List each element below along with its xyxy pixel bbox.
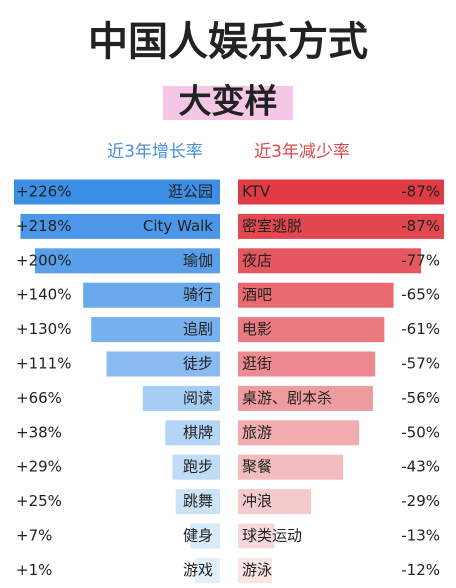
category-label: 桌游、剧本杀 (242, 389, 332, 407)
bar (20, 213, 220, 239)
bar (106, 351, 220, 377)
value-label: -13% (401, 527, 440, 545)
category-label: 逛公园 (168, 183, 213, 201)
value-label: -43% (401, 458, 440, 476)
category-label: 电影 (242, 320, 272, 338)
value-label: -65% (401, 286, 440, 304)
category-label: 密室逃脱 (242, 217, 302, 235)
bar (238, 282, 394, 308)
category-label: 聚餐 (242, 458, 272, 476)
panel-title: 近3年增长率 (107, 142, 203, 162)
page-title: 中国人娱乐方式 (88, 19, 368, 65)
category-label: 跳舞 (183, 492, 213, 510)
bar (238, 420, 360, 446)
category-label: City Walk (143, 217, 213, 235)
category-label: 游戏 (183, 561, 213, 579)
category-label: 追剧 (183, 320, 213, 338)
bar (172, 454, 220, 480)
bar (14, 179, 220, 205)
page-subtitle: 大变样 (179, 82, 278, 121)
category-label: 徒步 (183, 355, 213, 373)
bar (175, 489, 220, 515)
value-label: -87% (401, 217, 440, 235)
bar (91, 317, 220, 343)
bar (195, 557, 220, 583)
bar (238, 454, 344, 480)
highlight (163, 86, 293, 120)
category-label: 球类运动 (242, 527, 302, 545)
value-label: +130% (16, 320, 71, 338)
category-label: 逛街 (242, 355, 272, 373)
value-label: +66% (16, 389, 62, 407)
category-label: 酒吧 (242, 286, 272, 304)
bar (34, 248, 220, 274)
bar (142, 385, 220, 411)
category-label: 游泳 (242, 561, 272, 579)
category-label: 瑜伽 (183, 251, 213, 269)
bar (238, 385, 373, 411)
bar (238, 557, 272, 583)
value-label: +218% (16, 217, 71, 235)
category-label: 健身 (183, 527, 213, 545)
value-label: +1% (16, 561, 52, 579)
value-label: +38% (16, 423, 62, 441)
value-label: +226% (16, 183, 71, 201)
value-label: -12% (401, 561, 440, 579)
category-label: 旅游 (242, 423, 272, 441)
panel-title: 近3年减少率 (254, 142, 350, 162)
bar (190, 523, 220, 549)
value-label: -50% (401, 423, 440, 441)
category-label: 冲浪 (242, 492, 272, 510)
value-label: +7% (16, 527, 52, 545)
bar (165, 420, 220, 446)
category-label: KTV (242, 183, 271, 201)
category-label: 跑步 (183, 458, 213, 476)
bar (238, 489, 311, 515)
bar (83, 282, 220, 308)
bar (238, 213, 444, 239)
bar (238, 317, 385, 343)
value-label: +200% (16, 251, 71, 269)
value-label: +140% (16, 286, 71, 304)
value-label: -77% (401, 251, 440, 269)
value-label: -56% (401, 389, 440, 407)
value-label: +111% (16, 355, 71, 373)
value-label: -61% (401, 320, 440, 338)
bar (238, 351, 376, 377)
value-label: -57% (401, 355, 440, 373)
value-label: -29% (401, 492, 440, 510)
bar (238, 179, 444, 205)
category-label: 阅读 (183, 389, 213, 407)
category-label: 骑行 (183, 286, 213, 304)
bar (238, 523, 275, 549)
category-label: 棋牌 (183, 423, 213, 441)
bar (238, 248, 422, 274)
value-label: -87% (401, 183, 440, 201)
value-label: +29% (16, 458, 62, 476)
category-label: 夜店 (242, 251, 272, 269)
value-label: +25% (16, 492, 62, 510)
